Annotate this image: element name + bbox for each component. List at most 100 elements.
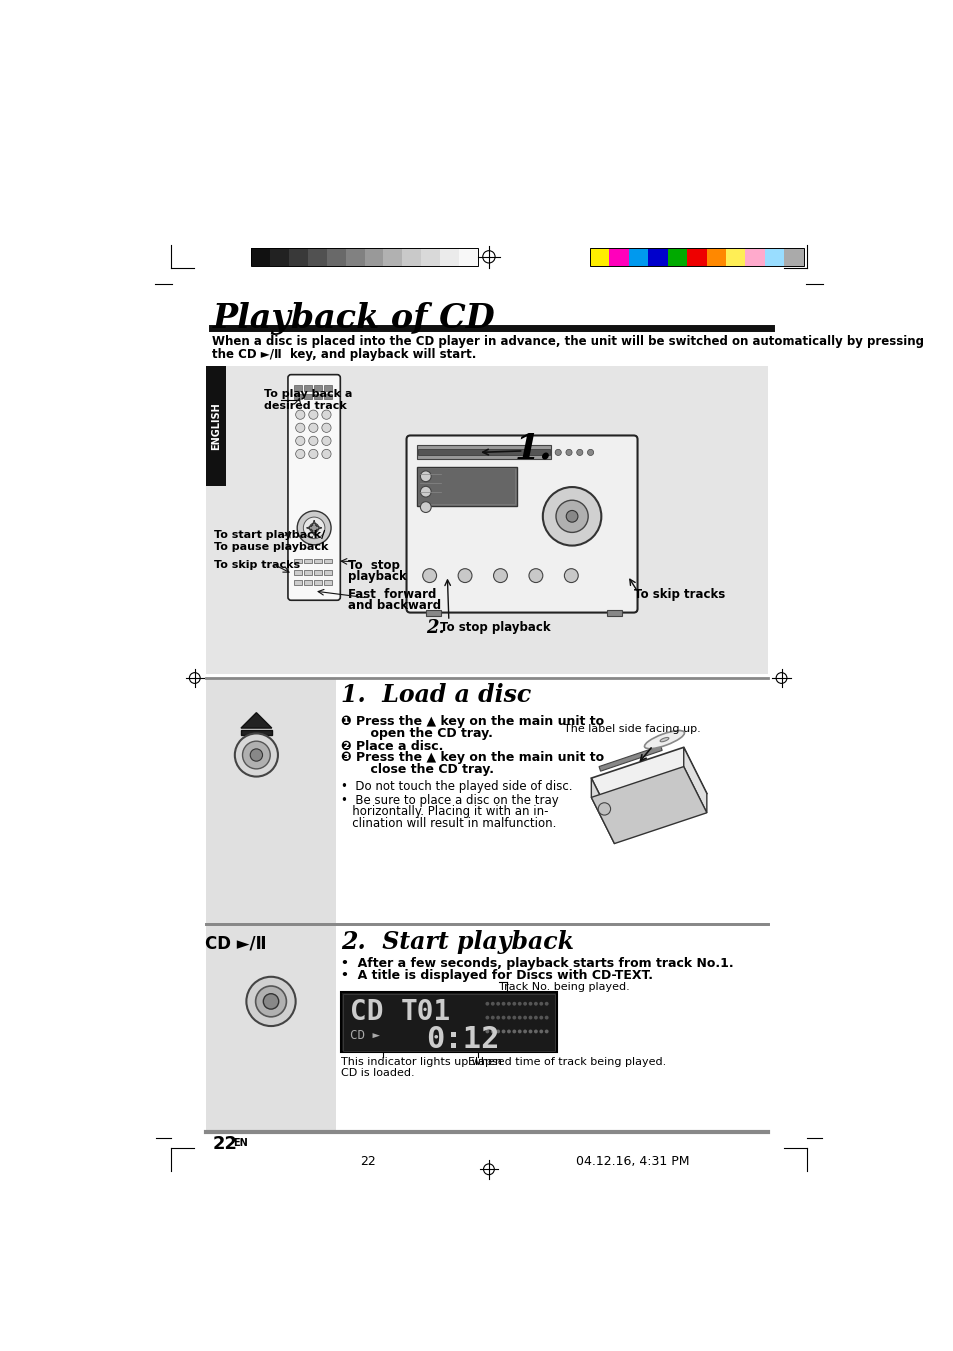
Bar — [304, 580, 312, 585]
Text: open the CD tray.: open the CD tray. — [353, 727, 493, 739]
Ellipse shape — [644, 731, 683, 748]
Circle shape — [522, 1029, 526, 1034]
Bar — [314, 559, 321, 563]
Bar — [628, 247, 648, 266]
Circle shape — [566, 511, 578, 523]
Bar — [294, 394, 301, 400]
Text: Track No. being played.: Track No. being played. — [498, 982, 629, 992]
Bar — [744, 247, 764, 266]
Bar — [314, 570, 321, 574]
Circle shape — [295, 436, 305, 446]
Text: To  stop: To stop — [348, 559, 399, 571]
Bar — [308, 247, 327, 266]
Text: horizontally. Placing it with an in-: horizontally. Placing it with an in- — [341, 805, 548, 819]
Circle shape — [295, 411, 305, 419]
Bar — [206, 366, 767, 674]
Circle shape — [556, 500, 588, 532]
Text: To pause playback: To pause playback — [213, 542, 328, 551]
Circle shape — [321, 423, 331, 432]
Polygon shape — [591, 766, 706, 843]
Text: This indicator lights up when: This indicator lights up when — [341, 1056, 501, 1067]
Circle shape — [485, 1002, 489, 1005]
Bar — [304, 385, 312, 390]
Circle shape — [564, 569, 578, 582]
Text: close the CD tray.: close the CD tray. — [353, 763, 494, 775]
Bar — [241, 730, 272, 735]
Text: EN: EN — [233, 1139, 248, 1148]
FancyBboxPatch shape — [288, 374, 340, 600]
Circle shape — [528, 1029, 532, 1034]
Text: T01: T01 — [400, 998, 451, 1027]
Bar — [364, 247, 383, 266]
Polygon shape — [241, 713, 272, 728]
Circle shape — [538, 1002, 542, 1005]
Circle shape — [517, 1029, 521, 1034]
Bar — [440, 247, 459, 266]
Circle shape — [506, 1029, 511, 1034]
Bar — [324, 559, 332, 563]
Bar — [326, 247, 346, 266]
Bar — [206, 678, 335, 924]
Circle shape — [491, 1029, 495, 1034]
Circle shape — [485, 1029, 489, 1034]
Circle shape — [496, 1029, 499, 1034]
Bar — [416, 467, 517, 505]
Bar — [289, 247, 308, 266]
Circle shape — [565, 450, 572, 455]
Bar — [589, 247, 609, 266]
Circle shape — [420, 486, 431, 497]
Bar — [324, 394, 332, 400]
Circle shape — [491, 1002, 495, 1005]
Bar — [324, 570, 332, 574]
Bar — [251, 247, 270, 266]
Text: To stop playback: To stop playback — [440, 621, 551, 634]
Circle shape — [321, 450, 331, 458]
Circle shape — [501, 1002, 505, 1005]
Bar — [304, 559, 312, 563]
Circle shape — [242, 742, 270, 769]
Text: ❷ Place a disc.: ❷ Place a disc. — [341, 739, 443, 753]
Text: 2.  Start playback: 2. Start playback — [341, 929, 574, 954]
Bar — [706, 247, 725, 266]
Text: ENGLISH: ENGLISH — [211, 403, 221, 450]
Bar — [314, 394, 321, 400]
Circle shape — [544, 1029, 548, 1034]
Circle shape — [309, 436, 317, 446]
Text: To skip tracks: To skip tracks — [633, 588, 724, 601]
Bar — [294, 385, 301, 390]
Circle shape — [538, 1016, 542, 1020]
Circle shape — [309, 450, 317, 458]
Circle shape — [309, 411, 317, 419]
Text: •  A title is displayed for Discs with CD-TEXT.: • A title is displayed for Discs with CD… — [341, 969, 653, 982]
Circle shape — [522, 1002, 526, 1005]
Text: CD: CD — [350, 998, 383, 1027]
Circle shape — [493, 569, 507, 582]
Text: Elapsed time of track being played.: Elapsed time of track being played. — [468, 1056, 666, 1067]
Bar — [425, 611, 440, 616]
Bar — [314, 580, 321, 585]
Text: 22: 22 — [213, 1135, 237, 1152]
FancyBboxPatch shape — [406, 435, 637, 612]
Bar — [342, 994, 555, 1051]
Text: and backward: and backward — [348, 600, 440, 612]
Text: 04.12.16, 4:31 PM: 04.12.16, 4:31 PM — [576, 1155, 689, 1169]
Bar — [606, 611, 621, 616]
Text: CD ►/Ⅱ: CD ►/Ⅱ — [205, 935, 266, 952]
Circle shape — [512, 1002, 516, 1005]
Bar — [725, 247, 745, 266]
Text: •  Do not touch the played side of disc.: • Do not touch the played side of disc. — [341, 781, 572, 793]
Text: 1.  Load a disc: 1. Load a disc — [341, 682, 531, 707]
Circle shape — [263, 994, 278, 1009]
Circle shape — [295, 423, 305, 432]
Bar — [458, 247, 478, 266]
Circle shape — [309, 523, 318, 532]
Circle shape — [587, 450, 593, 455]
Bar — [304, 394, 312, 400]
Bar — [647, 247, 667, 266]
Circle shape — [250, 748, 262, 761]
Circle shape — [522, 1016, 526, 1020]
Text: When a disc is placed into the CD player in advance, the unit will be switched o: When a disc is placed into the CD player… — [213, 335, 923, 347]
Text: CD is loaded.: CD is loaded. — [341, 1067, 415, 1078]
Circle shape — [544, 1016, 548, 1020]
Circle shape — [528, 1016, 532, 1020]
